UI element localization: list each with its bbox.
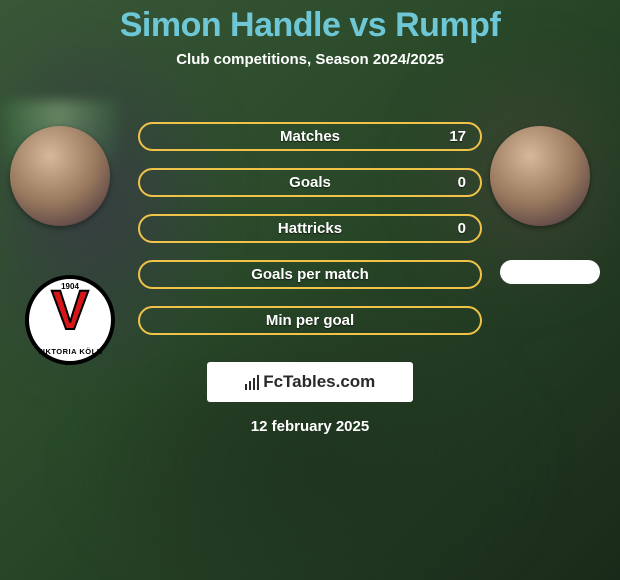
stat-bars: Matches 17 Goals 0 Hattricks 0 Goals per… (138, 122, 482, 335)
brand-suffix: .com (336, 372, 376, 391)
source-brand: FcTables.com (263, 372, 375, 392)
stat-bar-min-per-goal: Min per goal (138, 306, 482, 335)
club-letter: V (51, 277, 88, 342)
fctables-bars-icon (245, 374, 260, 390)
stat-label: Goals (289, 174, 331, 191)
stat-label: Matches (280, 128, 340, 145)
player-right-club-badge (500, 260, 600, 284)
stat-value: 17 (449, 128, 466, 145)
brand-bold: Tables (283, 372, 336, 391)
stat-label: Min per goal (266, 312, 354, 329)
player-left-avatar (10, 126, 110, 226)
brand-prefix: Fc (263, 372, 283, 391)
club-name: VIKTORIA KÖLN (37, 347, 102, 356)
subtitle: Club competitions, Season 2024/2025 (0, 51, 620, 68)
comparison-card: Simon Handle vs Rumpf Club competitions,… (0, 0, 620, 580)
stat-bar-matches: Matches 17 (138, 122, 482, 151)
stat-bar-hattricks: Hattricks 0 (138, 214, 482, 243)
source-badge: FcTables.com (207, 362, 413, 402)
player-right-avatar (490, 126, 590, 226)
stat-label: Hattricks (278, 220, 342, 237)
page-title: Simon Handle vs Rumpf (0, 0, 620, 45)
date-label: 12 february 2025 (251, 418, 369, 435)
stat-bar-goals: Goals 0 (138, 168, 482, 197)
stat-label: Goals per match (251, 266, 369, 283)
stat-value: 0 (458, 174, 466, 191)
stat-bar-goals-per-match: Goals per match (138, 260, 482, 289)
stat-value: 0 (458, 220, 466, 237)
player-left-club-badge: 1904 V VIKTORIA KÖLN (25, 275, 115, 365)
